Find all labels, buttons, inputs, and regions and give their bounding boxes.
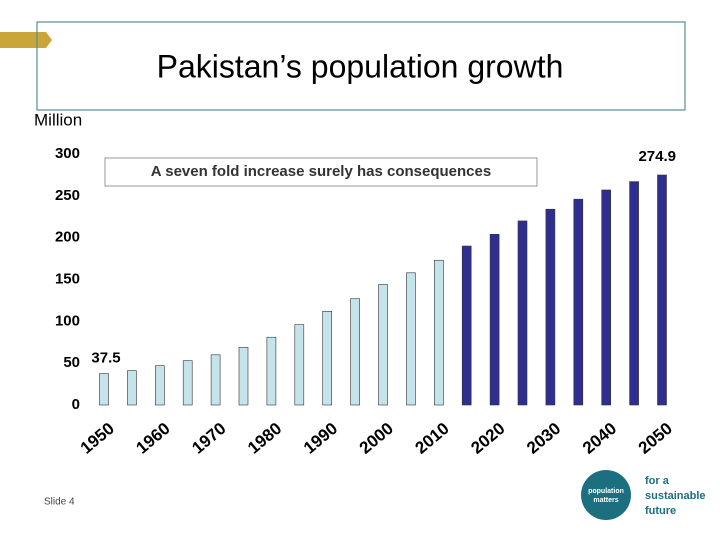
bar — [182, 360, 193, 406]
x-tick-label: 2010 — [412, 419, 453, 458]
x-tick-label: 1980 — [244, 419, 285, 458]
bar — [601, 189, 612, 406]
bar — [127, 370, 137, 406]
tagline: future — [645, 505, 676, 517]
x-tick-label: 2030 — [523, 419, 564, 458]
value-label: 37.5 — [91, 350, 120, 367]
bar — [238, 346, 249, 406]
bar — [629, 181, 639, 406]
y-tick-label: 150 — [55, 270, 80, 287]
x-tick-label: 2000 — [356, 419, 397, 458]
bar — [378, 284, 388, 406]
accent-arrow — [0, 32, 52, 48]
bar — [657, 174, 667, 406]
bar — [461, 245, 472, 406]
tagline: sustainable — [645, 490, 706, 502]
x-tick-label: 1960 — [133, 419, 174, 458]
y-tick-label: 50 — [63, 354, 80, 371]
bar — [322, 310, 333, 406]
bar — [406, 272, 416, 406]
logo — [581, 470, 631, 520]
x-tick-label: 1970 — [188, 419, 229, 458]
x-tick-label: 1990 — [300, 419, 341, 458]
y-axis-label: Million — [34, 110, 82, 129]
y-tick-label: 100 — [55, 312, 80, 329]
slide-number: Slide 4 — [44, 497, 75, 508]
y-tick-label: 250 — [55, 187, 80, 204]
bar — [99, 373, 109, 406]
x-tick-label: 1950 — [77, 419, 118, 458]
value-label: 274.9 — [638, 148, 676, 165]
annotation-box — [104, 157, 538, 187]
annotation: A seven fold increase surely has consequ… — [151, 163, 491, 180]
x-tick-label: 2040 — [579, 419, 620, 458]
bar — [573, 198, 584, 406]
bar — [294, 324, 305, 406]
bar — [266, 336, 277, 406]
bar — [433, 259, 444, 406]
chart-title: Pakistan’s population growth — [157, 48, 564, 84]
bar — [517, 220, 528, 406]
tagline: for a — [645, 475, 670, 487]
bar — [545, 208, 556, 406]
y-tick-label: 200 — [55, 229, 80, 246]
bar — [210, 354, 221, 406]
bar — [350, 298, 360, 406]
title-box — [36, 21, 686, 111]
x-tick-label: 2020 — [467, 419, 508, 458]
bar — [489, 234, 500, 406]
y-tick-label: 0 — [72, 396, 80, 413]
logo-text: population — [588, 488, 624, 495]
bar — [155, 365, 165, 406]
y-tick-label: 300 — [55, 145, 80, 162]
x-tick-label: 2050 — [635, 419, 676, 458]
logo-text: matters — [593, 497, 618, 504]
